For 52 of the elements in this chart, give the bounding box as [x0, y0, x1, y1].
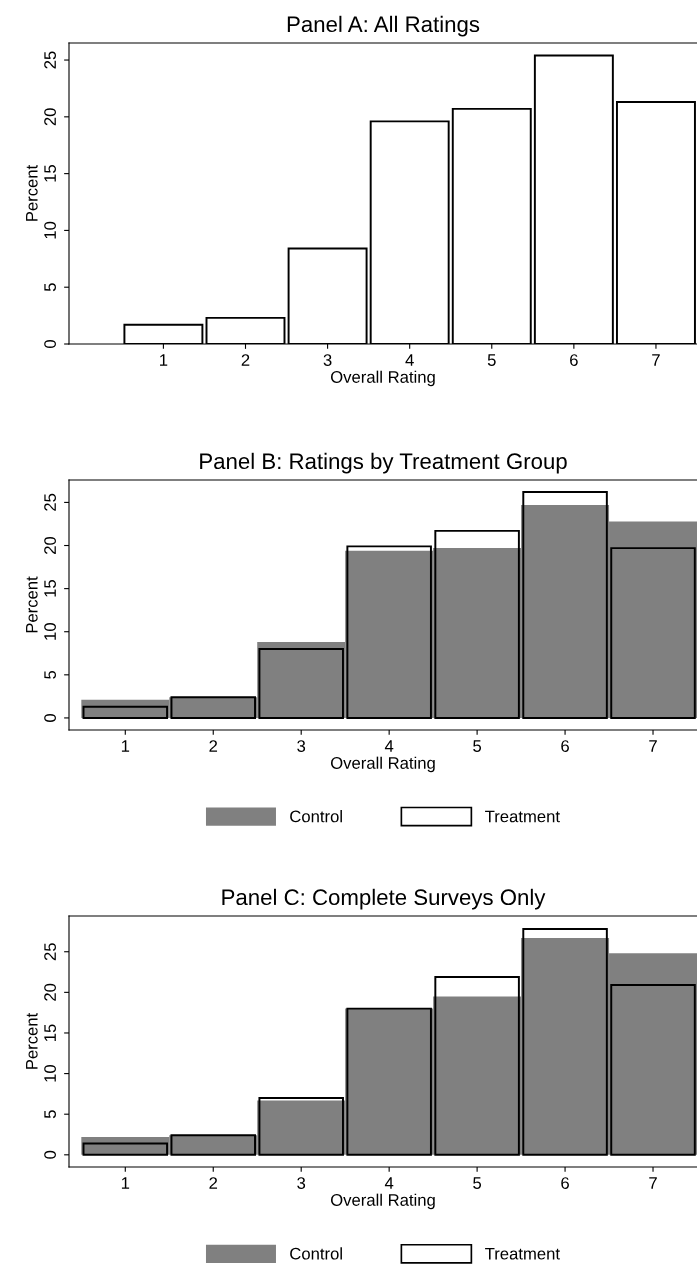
x-tick-label: 7	[649, 1177, 657, 1189]
x-axis-title: Overall Rating	[330, 756, 435, 773]
x-tick-label: 5	[473, 740, 482, 752]
y-axis-title: Percent	[26, 1012, 38, 1069]
y-tick-label: 15	[44, 580, 56, 597]
y-tick-label: 20	[44, 983, 56, 1001]
y-tick-label: 25	[44, 493, 56, 511]
y-tick-label: 15	[44, 165, 56, 182]
x-tick-label: 7	[649, 740, 657, 752]
x-tick-label: 6	[561, 1177, 569, 1189]
y-tick-label: 10	[44, 221, 56, 239]
x-tick-label: 6	[561, 740, 569, 752]
y-tick-label: 5	[44, 670, 56, 679]
x-tick-label: 6	[570, 354, 578, 366]
y-tick-label: 20	[44, 536, 56, 554]
legend-label: Treatment	[485, 1247, 560, 1260]
x-axis-title: Overall Rating	[330, 370, 435, 387]
y-tick-label: 10	[44, 623, 56, 640]
y-tick-label: 0	[44, 340, 56, 348]
x-tick-label: 2	[241, 354, 250, 366]
x-tick-label: 4	[384, 740, 394, 752]
chart-title: Panel B: Ratings by Treatment Group	[200, 452, 567, 474]
x-tick-label: 2	[209, 740, 218, 752]
legend-label: Control	[290, 810, 342, 823]
x-tick-label: 4	[384, 1177, 394, 1189]
y-tick-label: 5	[44, 283, 56, 292]
x-tick-label: 5	[487, 354, 496, 366]
legend-label: Treatment	[485, 810, 560, 823]
y-tick-label: 20	[44, 108, 56, 126]
chart-title: Panel C: Complete Surveys Only	[222, 888, 546, 910]
chart-title: Panel A: All Ratings	[287, 15, 480, 37]
x-axis-title: Overall Rating	[330, 1193, 435, 1210]
y-tick-label: 15	[44, 1024, 56, 1041]
x-tick-label: 1	[121, 740, 130, 752]
y-tick-label: 10	[44, 1064, 56, 1082]
x-tick-label: 3	[323, 354, 332, 366]
legend-label: Control	[290, 1247, 342, 1260]
y-tick-label: 5	[44, 1110, 56, 1119]
x-tick-label: 5	[473, 1177, 482, 1189]
x-tick-label: 1	[121, 1177, 130, 1189]
y-axis-title: Percent	[26, 576, 38, 633]
x-tick-label: 1	[160, 354, 168, 366]
y-tick-label: 25	[44, 943, 56, 961]
y-axis-title: Percent	[26, 164, 38, 221]
y-tick-label: 0	[44, 713, 56, 722]
x-tick-label: 4	[405, 354, 414, 366]
x-tick-label: 3	[297, 740, 306, 752]
x-tick-label: 2	[209, 1177, 218, 1189]
x-tick-label: 7	[652, 354, 660, 366]
y-tick-label: 0	[44, 1150, 56, 1159]
x-tick-label: 3	[297, 1177, 306, 1189]
y-tick-label: 25	[44, 51, 56, 69]
